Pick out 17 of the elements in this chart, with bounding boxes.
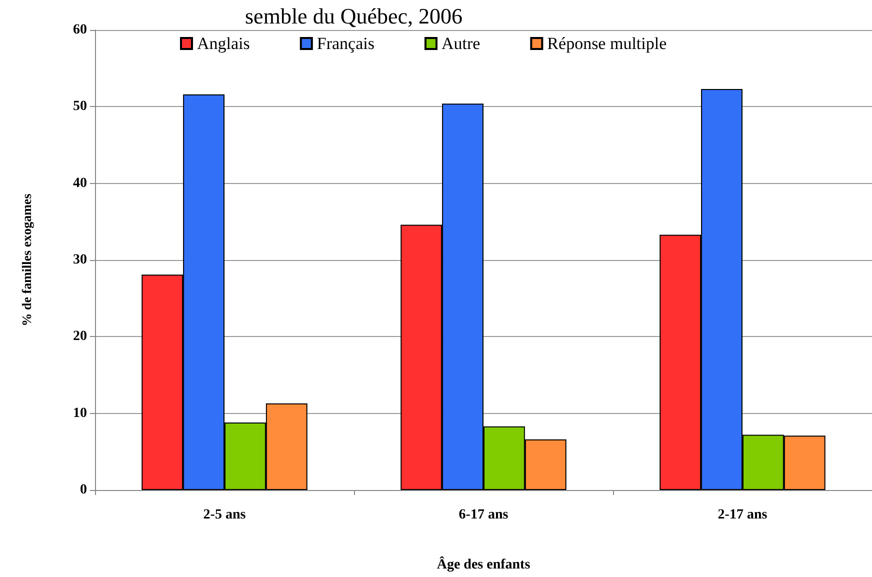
x-tick-label: 2-17 ans [718,508,768,522]
y-axis-title: % de familles exogames [19,194,34,326]
chart-title: semble du Québec, 2006 [245,4,462,28]
x-axis-title: Âge des enfants [436,556,531,572]
legend-label: Réponse multiple [547,34,667,53]
legend-label: Français [316,34,374,53]
y-tick-label: 40 [73,176,87,191]
legend-label: Anglais [197,34,250,53]
legend-label: Autre [441,34,480,53]
y-tick-label: 0 [80,482,87,498]
x-tick-label: 6-17 ans [458,508,509,522]
y-tick-label: 60 [73,22,87,38]
y-tick-label: 50 [73,99,87,114]
y-tick-label: 30 [73,252,87,268]
x-tick-label: 2-5 ans [203,508,246,522]
y-tick-label: 10 [73,406,87,421]
y-tick-label: 20 [73,329,87,344]
